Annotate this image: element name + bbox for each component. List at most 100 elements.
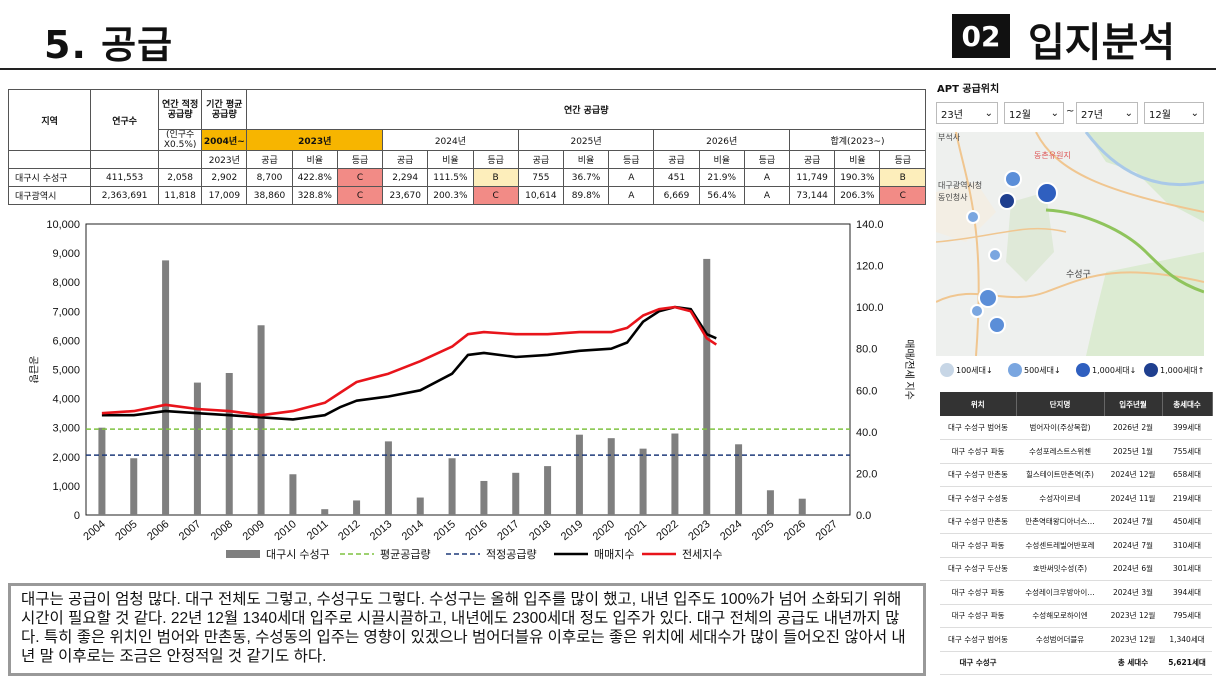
sub-supply: 공급 xyxy=(382,150,429,169)
apt-location-map[interactable]: 부석사 대구광역시청 동인청사 수성구 동촌유원지 xyxy=(936,132,1204,356)
row-population: 411,553 xyxy=(90,168,160,187)
col-households[interactable]: 총세대수 xyxy=(1162,392,1213,416)
sub-supply: 공급 xyxy=(789,150,836,169)
table-total-row: 대구 수성구 총 세대수 5,621세대 xyxy=(940,651,1212,675)
table-row[interactable]: 대구 수성구 만촌동 만촌역태왕디아너스… 2024년 7월 450세대 xyxy=(940,510,1212,534)
table-row[interactable]: 대구 수성구 두산동 호반써밋수성(주) 2024년 6월 301세대 xyxy=(940,557,1212,581)
legend-label: 매매지수 xyxy=(594,548,634,561)
sub-ratio: 비율 xyxy=(562,150,610,169)
cell-grade: C xyxy=(879,186,926,205)
sub-grade: 등급 xyxy=(743,150,791,169)
cell-location: 대구 수성구 만촌동 xyxy=(940,463,1016,487)
bar-2008 xyxy=(225,372,233,515)
cell-complex: 호반써밋수성(주) xyxy=(1016,557,1104,581)
cell-households: 755세대 xyxy=(1162,439,1212,464)
cell-grade: C xyxy=(472,186,519,205)
left-tick-label: 2,000 xyxy=(52,452,80,464)
cell-supply: 11,749 xyxy=(789,168,836,187)
map-marker-icon[interactable] xyxy=(970,304,984,318)
bar-2020 xyxy=(607,438,615,515)
from-year-select[interactable]: 23년 ⌄ xyxy=(936,102,998,124)
map-marker-icon[interactable] xyxy=(988,316,1006,334)
cell-households: 310세대 xyxy=(1162,533,1212,558)
bar-2019 xyxy=(575,434,583,515)
map-marker-icon[interactable] xyxy=(1004,170,1022,188)
table-row[interactable]: 대구 수성구 수성동 수성자이르네 2024년 11월 219세대 xyxy=(940,486,1212,511)
x-tick-label: 2004 xyxy=(81,518,107,543)
cell-households: 658세대 xyxy=(1162,463,1212,487)
x-tick-label: 2008 xyxy=(209,518,235,543)
left-tick-label: 3,000 xyxy=(52,423,80,435)
cell-complex: 범어자이(주상복합) xyxy=(1016,416,1104,440)
row-population: 2,363,691 xyxy=(90,186,160,205)
to-year-select[interactable]: 27년 ⌄ xyxy=(1076,102,1138,124)
cell-location: 대구 수성구 두산동 xyxy=(940,557,1016,581)
legend-swatch-bar xyxy=(226,550,260,558)
cell-households: 301세대 xyxy=(1162,557,1212,581)
cell-ratio: 200.3% xyxy=(427,186,474,205)
bar-2004 xyxy=(98,427,106,515)
marker-100-icon xyxy=(940,363,954,377)
legend-label: 전세지수 xyxy=(682,548,722,561)
header-divider xyxy=(0,68,1216,70)
map-marker-icon[interactable] xyxy=(966,210,980,224)
table-row[interactable]: 대구 수성구 파동 수성해모로하이엔 2023년 12월 795세대 xyxy=(940,604,1212,628)
table-row[interactable]: 대구 수성구 파동 수성레이크우방아이… 2024년 3월 394세대 xyxy=(940,580,1212,605)
to-month-value: 12월 xyxy=(1149,109,1171,121)
cell-move-in: 2024년 12월 xyxy=(1104,463,1162,487)
col-period-range: 2004년~ xyxy=(201,129,248,151)
cell-households: 394세대 xyxy=(1162,580,1212,605)
cell-complex: 만촌역태왕디아너스… xyxy=(1016,510,1104,534)
map-marker-icon[interactable] xyxy=(1036,182,1058,204)
table-row[interactable]: 대구 수성구 파동 수성센트레빌어반포레 2024년 7월 310세대 xyxy=(940,533,1212,558)
map-marker-icon[interactable] xyxy=(998,192,1016,210)
map-canvas: 부석사 대구광역시청 동인청사 수성구 동촌유원지 xyxy=(936,132,1204,356)
cell-location: 대구 수성구 파동 xyxy=(940,580,1016,605)
right-tick-label: 40.0 xyxy=(856,427,877,439)
sub-grade: 등급 xyxy=(472,150,519,169)
jeonse-index-line xyxy=(101,305,718,417)
map-label-dongin: 동인청사 xyxy=(938,192,968,202)
cell-households: 450세대 xyxy=(1162,510,1212,534)
bar-2024 xyxy=(735,444,743,515)
left-tick-label: 0 xyxy=(74,510,80,522)
x-tick-label: 2014 xyxy=(400,518,426,543)
cell-ratio: 21.9% xyxy=(698,168,745,187)
bar-2022 xyxy=(671,433,679,515)
cell-grade: C xyxy=(336,186,384,205)
map-marker-icon[interactable] xyxy=(988,248,1002,262)
cell-supply: 23,670 xyxy=(382,186,429,205)
chevron-down-icon: ⌄ xyxy=(1190,107,1199,119)
legend-label: 평균공급량 xyxy=(380,548,431,561)
col-move-in[interactable]: 입주년월 xyxy=(1104,392,1163,416)
bar-2014 xyxy=(416,497,424,515)
right-tick-label: 20.0 xyxy=(856,468,877,480)
from-month-select[interactable]: 12월 ⌄ xyxy=(1004,102,1064,124)
col-location[interactable]: 위치 xyxy=(940,392,1017,416)
col-complex[interactable]: 단지명 xyxy=(1016,392,1105,416)
cell-ratio: 89.8% xyxy=(562,186,610,205)
right-tick-label: 80.0 xyxy=(856,344,877,356)
cell-location: 대구 수성구 수성동 xyxy=(940,486,1016,511)
bar-2005 xyxy=(130,458,138,515)
right-tick-label: 60.0 xyxy=(856,385,877,397)
bar-2006 xyxy=(162,260,170,515)
bar-2009 xyxy=(257,325,265,515)
map-marker-icon[interactable] xyxy=(978,288,998,308)
cell-move-in: 2024년 7월 xyxy=(1104,510,1162,534)
table-row[interactable]: 대구 수성구 만촌동 힐스테이트만촌역(주) 2024년 12월 658세대 xyxy=(940,463,1212,487)
left-tick-label: 9,000 xyxy=(52,248,80,260)
table-row[interactable]: 대구 수성구 범어동 범어자이(주상복합) 2026년 2월 399세대 xyxy=(940,416,1212,440)
cell-supply: 451 xyxy=(653,168,700,187)
cell-move-in: 2024년 7월 xyxy=(1104,533,1162,558)
table-row[interactable]: 대구 수성구 파동 수성포레스트스위첸 2025년 1월 755세대 xyxy=(940,439,1212,464)
x-tick-label: 2023 xyxy=(686,518,712,543)
to-month-select[interactable]: 12월 ⌄ xyxy=(1144,102,1204,124)
total-location: 대구 수성구 xyxy=(940,651,1016,675)
cell-households: 399세대 xyxy=(1162,416,1212,440)
cell-ratio: 328.8% xyxy=(291,186,338,205)
bar-2013 xyxy=(384,441,392,515)
table-row[interactable]: 대구 수성구 범어동 수성범어더블유 2023년 12월 1,340세대 xyxy=(940,627,1212,652)
cell-grade: B xyxy=(879,168,926,187)
cell-grade: B xyxy=(472,168,519,187)
